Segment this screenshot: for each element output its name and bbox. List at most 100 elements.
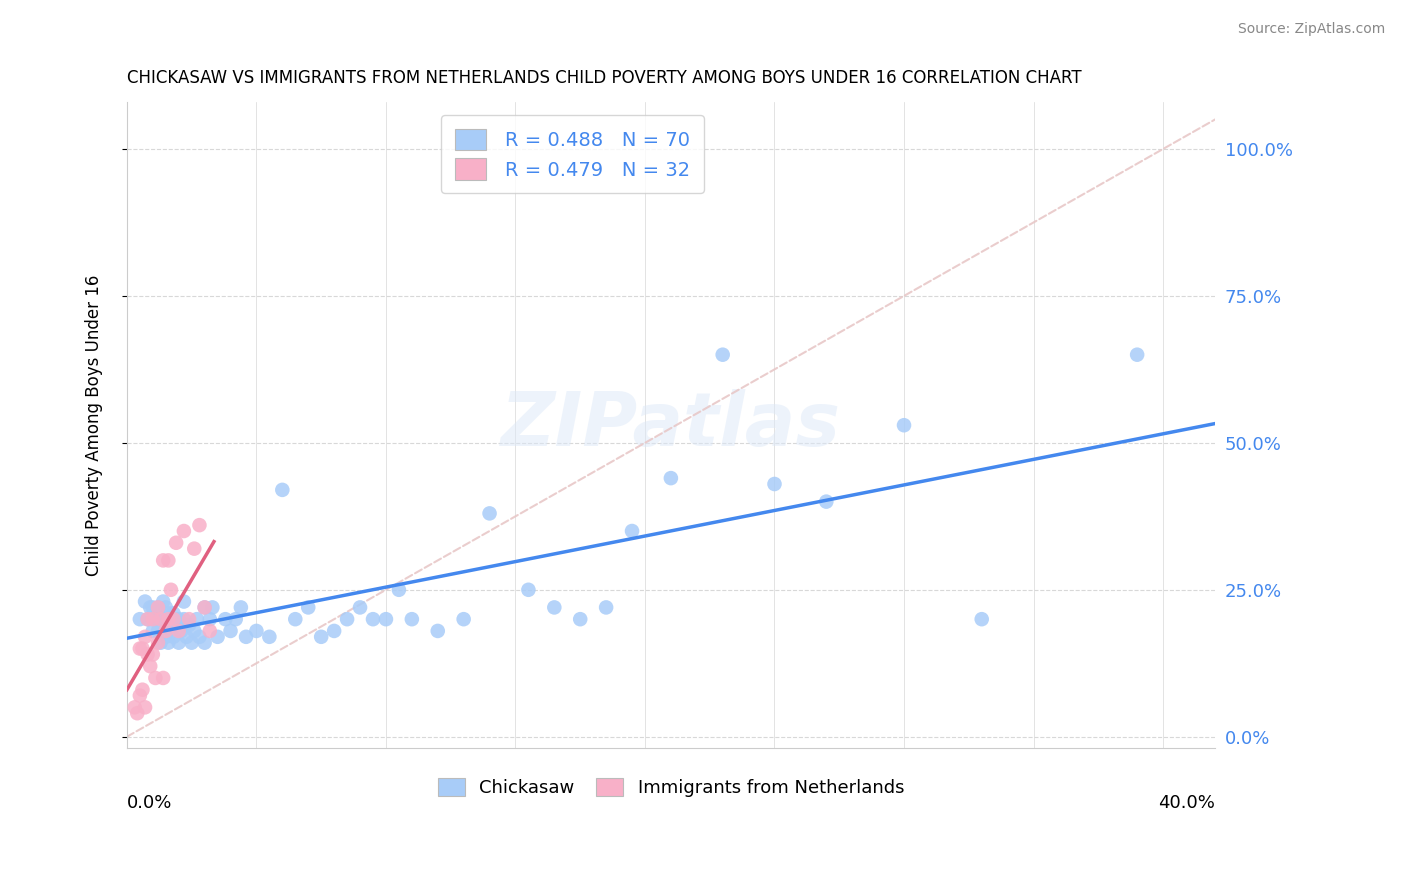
- Point: [167, 624, 190, 638]
- Point: [517, 582, 540, 597]
- Point: [146, 624, 169, 638]
- Point: [136, 612, 159, 626]
- Point: [297, 600, 319, 615]
- Point: [152, 594, 174, 608]
- Point: [186, 612, 208, 626]
- Point: [893, 418, 915, 433]
- Point: [194, 636, 217, 650]
- Point: [134, 630, 156, 644]
- Point: [201, 600, 224, 615]
- Point: [173, 612, 195, 626]
- Point: [336, 612, 359, 626]
- Point: [970, 612, 993, 626]
- Point: [183, 624, 205, 638]
- Point: [157, 612, 180, 626]
- Point: [194, 600, 217, 615]
- Point: [146, 636, 169, 650]
- Point: [155, 618, 177, 632]
- Point: [173, 524, 195, 538]
- Point: [309, 630, 332, 644]
- Point: [142, 624, 165, 638]
- Point: [323, 624, 346, 638]
- Point: [235, 630, 257, 644]
- Point: [155, 630, 177, 644]
- Point: [155, 600, 177, 615]
- Point: [128, 641, 150, 656]
- Point: [271, 483, 294, 497]
- Point: [815, 494, 838, 508]
- Point: [152, 671, 174, 685]
- Point: [136, 612, 159, 626]
- Point: [170, 624, 193, 638]
- Point: [131, 641, 153, 656]
- Point: [401, 612, 423, 626]
- Point: [157, 636, 180, 650]
- Text: 0.0%: 0.0%: [127, 794, 173, 812]
- Point: [146, 600, 169, 615]
- Point: [139, 600, 162, 615]
- Y-axis label: Child Poverty Among Boys Under 16: Child Poverty Among Boys Under 16: [86, 275, 103, 576]
- Point: [155, 624, 177, 638]
- Point: [173, 594, 195, 608]
- Point: [128, 689, 150, 703]
- Point: [134, 594, 156, 608]
- Point: [621, 524, 644, 538]
- Point: [349, 600, 371, 615]
- Point: [188, 518, 211, 533]
- Point: [146, 600, 169, 615]
- Point: [543, 600, 565, 615]
- Point: [162, 607, 184, 621]
- Point: [569, 612, 592, 626]
- Point: [157, 607, 180, 621]
- Point: [165, 612, 187, 626]
- Point: [149, 612, 172, 626]
- Point: [176, 630, 198, 644]
- Text: Source: ZipAtlas.com: Source: ZipAtlas.com: [1237, 22, 1385, 37]
- Point: [207, 630, 229, 644]
- Text: 40.0%: 40.0%: [1159, 794, 1215, 812]
- Legend: Chickasaw, Immigrants from Netherlands: Chickasaw, Immigrants from Netherlands: [430, 771, 911, 804]
- Point: [245, 624, 267, 638]
- Text: CHICKASAW VS IMMIGRANTS FROM NETHERLANDS CHILD POVERTY AMONG BOYS UNDER 16 CORRE: CHICKASAW VS IMMIGRANTS FROM NETHERLANDS…: [127, 69, 1081, 87]
- Point: [127, 706, 149, 721]
- Point: [361, 612, 384, 626]
- Point: [194, 600, 217, 615]
- Point: [659, 471, 682, 485]
- Point: [229, 600, 252, 615]
- Point: [259, 630, 281, 644]
- Point: [160, 582, 183, 597]
- Point: [131, 682, 153, 697]
- Point: [225, 612, 247, 626]
- Point: [214, 612, 236, 626]
- Point: [183, 541, 205, 556]
- Point: [134, 700, 156, 714]
- Point: [162, 630, 184, 644]
- Point: [157, 553, 180, 567]
- Point: [198, 612, 221, 626]
- Point: [124, 700, 146, 714]
- Point: [128, 612, 150, 626]
- Point: [162, 612, 184, 626]
- Point: [595, 600, 617, 615]
- Point: [219, 624, 242, 638]
- Point: [145, 612, 167, 626]
- Point: [142, 600, 165, 615]
- Point: [177, 612, 200, 626]
- Text: ZIPatlas: ZIPatlas: [501, 389, 841, 462]
- Point: [177, 618, 200, 632]
- Point: [139, 659, 162, 673]
- Point: [711, 348, 734, 362]
- Point: [453, 612, 475, 626]
- Point: [198, 624, 221, 638]
- Point: [388, 582, 411, 597]
- Point: [136, 648, 159, 662]
- Point: [142, 648, 165, 662]
- Point: [160, 624, 183, 638]
- Point: [152, 553, 174, 567]
- Point: [374, 612, 396, 626]
- Point: [142, 612, 165, 626]
- Point: [145, 671, 167, 685]
- Point: [167, 636, 190, 650]
- Point: [1126, 348, 1149, 362]
- Point: [188, 630, 211, 644]
